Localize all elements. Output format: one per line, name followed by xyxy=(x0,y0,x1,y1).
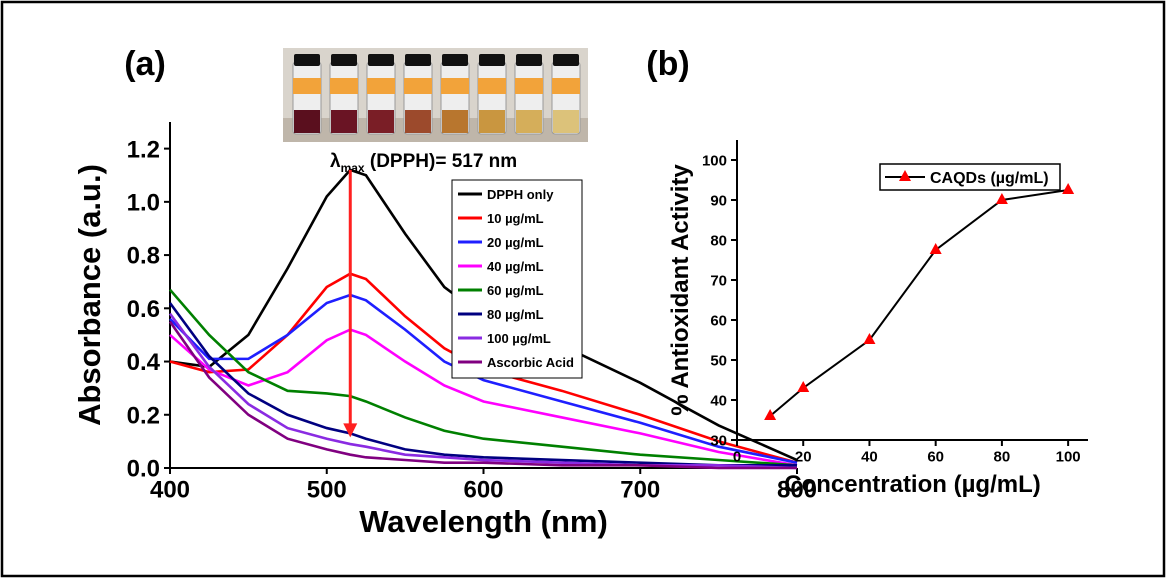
x-tick-label: 600 xyxy=(463,477,503,504)
y-tick-label: 100 xyxy=(702,152,727,169)
vial-cap xyxy=(405,54,431,66)
y-tick-label: 50 xyxy=(710,352,727,369)
annotation-part: max xyxy=(341,161,365,175)
y-tick-label: 90 xyxy=(710,192,727,209)
legend-box xyxy=(451,179,583,379)
legend-marker xyxy=(899,170,911,181)
y-tick-label: 0.0 xyxy=(127,456,160,483)
y-tick-label: 30 xyxy=(710,432,727,449)
legend-label: 100 µg/mL xyxy=(487,331,551,346)
legend-label: 40 µg/mL xyxy=(487,259,544,274)
vial-photo xyxy=(283,48,588,142)
vial-cap xyxy=(479,54,505,66)
marker xyxy=(797,381,810,392)
panel-label: (a) xyxy=(124,45,166,83)
x-axis-title: Concentration (µg/mL) xyxy=(784,471,1040,498)
y-tick-label: 40 xyxy=(710,392,727,409)
x-tick-label: 400 xyxy=(150,477,190,504)
x-tick-label: 0 xyxy=(733,449,741,466)
vial-liquid xyxy=(368,110,394,133)
y-tick-label: 60 xyxy=(710,312,727,329)
x-tick-label: 700 xyxy=(620,477,660,504)
vial-cap xyxy=(368,54,394,66)
vial-label xyxy=(293,78,321,94)
series-line xyxy=(169,328,798,467)
legend-label: 20 µg/mL xyxy=(487,235,544,250)
vial-cap xyxy=(331,54,357,66)
marker xyxy=(995,193,1008,204)
legend-label: 60 µg/mL xyxy=(487,283,544,298)
x-tick-label: 20 xyxy=(795,449,812,466)
y-tick-label: 1.0 xyxy=(127,189,160,216)
marker xyxy=(929,243,942,254)
vial-liquid xyxy=(553,110,579,133)
series-line xyxy=(169,293,798,464)
series-line xyxy=(168,320,797,470)
legend-label: 10 µg/mL xyxy=(487,211,544,226)
marker xyxy=(863,333,876,344)
arrow-head xyxy=(343,423,358,438)
y-tick-label: 80 xyxy=(710,232,727,249)
vial-liquid xyxy=(331,110,357,133)
annotation: λmax (DPPH)= 517 nm xyxy=(330,151,517,175)
vial-label xyxy=(478,78,506,94)
x-tick-label: 100 xyxy=(1056,449,1081,466)
vial-label xyxy=(515,78,543,94)
x-tick-label: 500 xyxy=(307,477,347,504)
legend-label: DPPH only xyxy=(487,187,554,202)
vial-label xyxy=(330,78,358,94)
vial-liquid xyxy=(479,110,505,133)
vial-label xyxy=(367,78,395,94)
series-line xyxy=(169,288,798,467)
y-axis-title: % Antioxidant Activity xyxy=(667,164,694,416)
series-line xyxy=(169,168,798,462)
vial-cap xyxy=(553,54,579,66)
annotation-part: λ xyxy=(330,151,341,172)
x-tick-label: 800 xyxy=(777,477,817,504)
x-tick-label: 40 xyxy=(861,449,878,466)
vial-liquid xyxy=(516,110,542,133)
y-axis-title: Absorbance (a.u.) xyxy=(72,164,107,426)
marker xyxy=(1062,183,1075,194)
series-line xyxy=(169,272,798,464)
legend-label: 80 µg/mL xyxy=(487,307,544,322)
series-line xyxy=(769,189,1069,417)
vial-liquid xyxy=(294,110,320,133)
panel-label: (b) xyxy=(646,45,689,83)
x-axis-title: Wavelength (nm) xyxy=(359,504,608,539)
vial-cap xyxy=(294,54,320,66)
vial-label xyxy=(552,78,580,94)
x-tick-label: 80 xyxy=(994,449,1011,466)
vial-liquid xyxy=(442,110,468,133)
y-tick-label: 1.2 xyxy=(127,136,160,163)
y-tick-label: 0.4 xyxy=(127,349,161,376)
vial-cap xyxy=(442,54,468,66)
vial-cap xyxy=(516,54,542,66)
legend-label: CAQDs (µg/mL) xyxy=(930,170,1049,187)
vial-liquid xyxy=(405,110,431,133)
x-tick-label: 60 xyxy=(927,449,944,466)
y-tick-label: 70 xyxy=(710,272,727,289)
legend-label: Ascorbic Acid xyxy=(487,355,574,370)
y-tick-label: 0.2 xyxy=(127,402,160,429)
vial-label xyxy=(441,78,469,94)
y-tick-label: 0.8 xyxy=(127,243,160,270)
series-line xyxy=(168,302,797,467)
y-tick-label: 0.6 xyxy=(127,296,160,323)
marker xyxy=(764,409,777,420)
annotation-part: (DPPH)= 517 nm xyxy=(365,151,518,172)
vial-label xyxy=(404,78,432,94)
